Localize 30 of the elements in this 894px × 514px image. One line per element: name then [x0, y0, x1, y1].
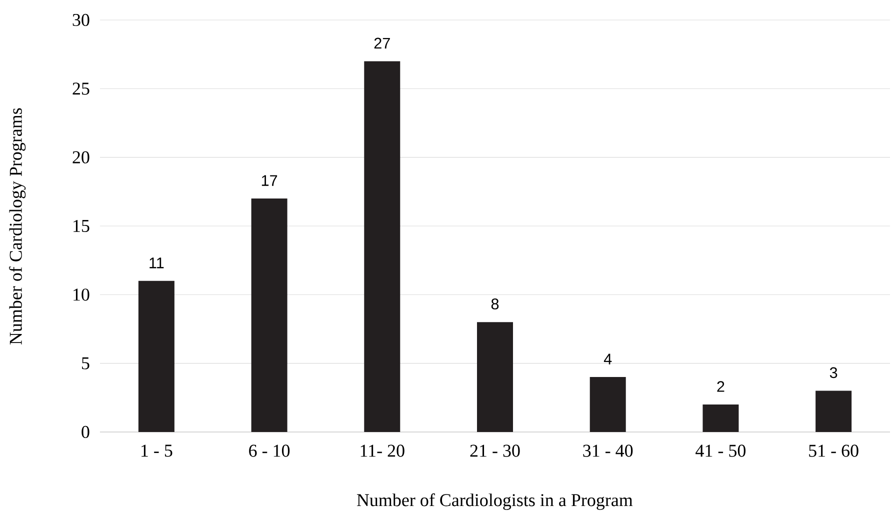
y-tick-label: 15 [74, 220, 90, 232]
bar [702, 404, 739, 432]
bar [816, 390, 852, 432]
y-axis-title: Number of Cardiology Programs [9, 108, 26, 344]
x-tick-label: 51 - 60 [809, 444, 858, 457]
y-tick-label: 20 [72, 151, 90, 164]
bar [590, 376, 626, 432]
y-tick-label: 30 [72, 14, 90, 26]
data-label: 3 [830, 367, 838, 378]
x-tick-label: 1 - 5 [142, 444, 172, 457]
x-tick-label: 41 - 50 [696, 444, 746, 457]
x-tick-label: 31 - 40 [583, 444, 633, 457]
x-tick-label: 21 - 30 [470, 444, 520, 457]
y-tick-label: 5 [82, 357, 90, 370]
bar [364, 61, 400, 432]
y-tick-label: 25 [72, 82, 90, 95]
x-tick-label: 6 - 10 [249, 444, 290, 457]
bar [251, 198, 288, 432]
x-axis-title: Number of Cardiologists in a Program [356, 493, 633, 510]
data-label: 11 [150, 257, 164, 268]
data-label: 2 [717, 380, 724, 392]
data-label: 17 [262, 175, 278, 186]
data-label: 4 [604, 354, 612, 364]
data-label: 27 [374, 38, 390, 48]
y-tick-label: 0 [82, 426, 90, 438]
y-tick-label: 10 [74, 288, 90, 301]
bar [476, 322, 513, 432]
data-label: 8 [491, 298, 499, 310]
bar [138, 280, 174, 432]
x-tick-label: 11- 20 [360, 444, 404, 457]
